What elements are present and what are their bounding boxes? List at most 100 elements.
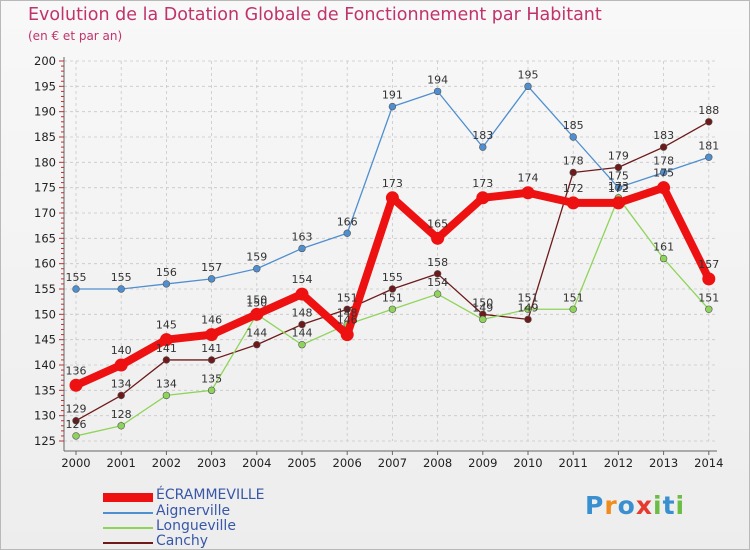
- data-label: 149: [518, 301, 539, 314]
- data-point: [340, 328, 354, 342]
- data-point: [521, 186, 535, 200]
- x-tick-label: 2013: [649, 456, 678, 470]
- data-label: 159: [246, 251, 267, 264]
- y-tick-label: 185: [34, 130, 56, 144]
- data-point: [569, 305, 577, 313]
- data-label: 166: [337, 215, 358, 228]
- data-label: 163: [292, 230, 313, 243]
- x-tick-labels: 2000 2001 2002 2003 2004 2005 2006 2007 2008 2009…: [61, 456, 723, 470]
- data-label: 141: [201, 342, 222, 355]
- legend-swatch: [103, 493, 153, 502]
- data-point: [298, 320, 306, 329]
- data-label: 148: [292, 306, 313, 319]
- data-label: 150: [246, 293, 267, 306]
- logo-letter: r: [604, 491, 618, 520]
- series-line: [75, 197, 710, 437]
- data-point: [72, 417, 80, 425]
- data-point: [705, 305, 713, 313]
- x-tick-label: 2003: [197, 456, 226, 470]
- y-tick-label: 155: [34, 282, 56, 296]
- x-tick-label: 2009: [468, 456, 497, 470]
- data-label: 126: [66, 418, 87, 431]
- data-point: [705, 118, 713, 126]
- y-tick-label: 190: [34, 105, 56, 119]
- data-point: [569, 168, 577, 177]
- data-point: [659, 254, 668, 263]
- data-point: [388, 305, 397, 313]
- data-label: 179: [608, 149, 629, 162]
- data-label: 172: [563, 182, 584, 195]
- logo-letter: P: [585, 491, 605, 520]
- y-tick-labels: 125 130 135 140 145 150 155 160 165 170 175 180 185 1…: [34, 54, 56, 448]
- legend-label: Canchy: [156, 533, 209, 549]
- data-point: [114, 358, 128, 372]
- data-label: 191: [382, 89, 403, 102]
- data-point: [117, 285, 125, 293]
- data-point: [566, 196, 580, 210]
- data-label: 151: [518, 291, 539, 304]
- data-point: [614, 163, 623, 172]
- data-label: 165: [427, 217, 448, 230]
- data-point: [343, 229, 351, 237]
- data-point: [205, 328, 219, 342]
- data-point: [611, 196, 625, 210]
- x-tick-label: 2011: [559, 456, 588, 470]
- data-label: 148: [337, 306, 358, 319]
- data-label: 195: [518, 68, 539, 81]
- y-tick-label: 160: [34, 257, 56, 271]
- data-point: [433, 290, 442, 298]
- y-tick-label: 175: [34, 181, 56, 195]
- data-point: [162, 356, 171, 364]
- logo-letter: x: [635, 491, 653, 520]
- data-point: [298, 244, 306, 253]
- data-point: [72, 432, 80, 440]
- data-label: 194: [427, 73, 448, 86]
- data-label: 134: [111, 377, 132, 390]
- data-label: 155: [382, 271, 403, 284]
- data-point: [479, 315, 487, 324]
- x-tick-label: 2012: [604, 456, 633, 470]
- x-tick-label: 2008: [423, 456, 452, 470]
- data-label: 173: [608, 180, 629, 193]
- data-point: [431, 231, 445, 245]
- x-tick-label: 2001: [107, 456, 136, 470]
- data-label: 156: [156, 266, 177, 279]
- data-point: [69, 378, 83, 392]
- data-label: 178: [653, 154, 674, 167]
- y-tick-label: 170: [34, 206, 56, 220]
- data-label: 158: [427, 256, 448, 269]
- data-label: 151: [337, 291, 358, 304]
- y-tick-label: 200: [34, 54, 56, 68]
- data-point: [524, 315, 532, 324]
- x-tick-label: 2004: [242, 456, 271, 470]
- data-point: [207, 356, 216, 364]
- y-tick-label: 165: [34, 231, 56, 245]
- y-tick-label: 125: [34, 434, 56, 448]
- logo-letter: o: [617, 491, 636, 520]
- data-label: 128: [111, 408, 132, 421]
- data-point: [524, 305, 532, 313]
- data-point: [207, 275, 216, 283]
- logo-letter: i: [653, 491, 663, 520]
- data-point: [476, 191, 490, 205]
- x-tick-label: 2007: [378, 456, 407, 470]
- logo-letter: t: [662, 491, 676, 520]
- data-label: 175: [608, 170, 629, 183]
- data-point: [207, 386, 216, 395]
- data-label: 150: [472, 296, 493, 309]
- x-tick-label: 2002: [152, 456, 181, 470]
- data-point: [659, 143, 668, 151]
- data-label: 173: [382, 177, 403, 190]
- data-label: 146: [337, 314, 358, 327]
- series-longueville: [72, 194, 713, 440]
- data-label: 155: [66, 271, 87, 284]
- y-tick-label: 145: [34, 333, 56, 347]
- chart-title: Evolution de la Dotation Globale de Fonc…: [28, 5, 602, 25]
- legend-label: Longueville: [156, 518, 236, 534]
- logo-letter: i: [675, 491, 686, 520]
- chart-subtitle: (en € et par an): [28, 29, 123, 43]
- axes: [59, 57, 717, 455]
- data-point: [162, 280, 171, 288]
